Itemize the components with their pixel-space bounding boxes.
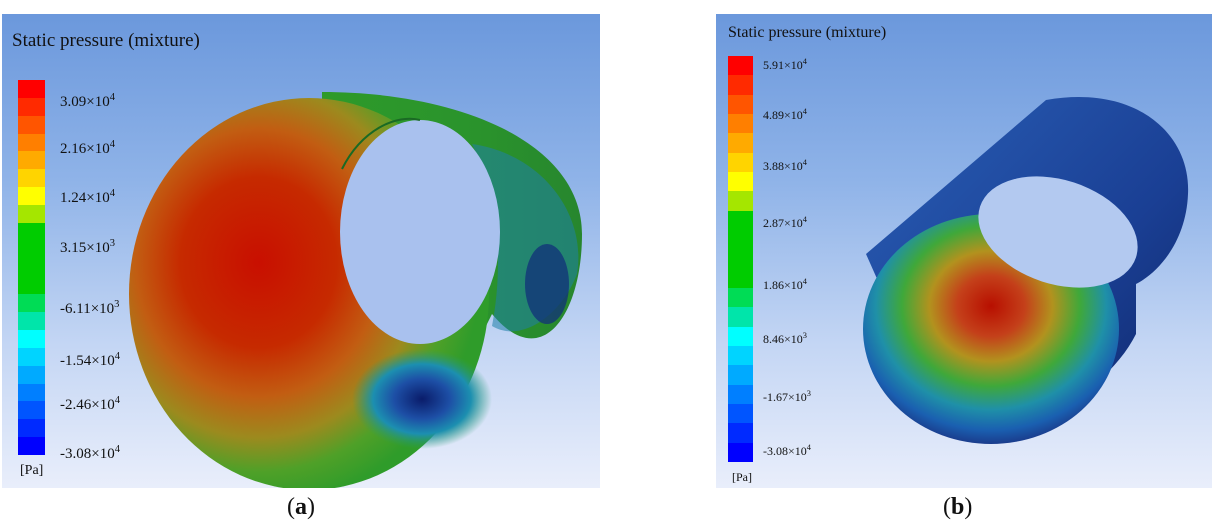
legend-color-band (18, 294, 45, 313)
cylinder-contour-render (863, 96, 1189, 444)
legend-tick-label: 1.24×104 (60, 188, 115, 206)
legend-color-band (728, 384, 753, 404)
caption-a: (a) (287, 494, 315, 520)
legend-color-band (18, 258, 45, 277)
legend-color-band (728, 403, 753, 424)
panel-title: Static pressure (mixture) (12, 30, 200, 51)
legend-color-band (18, 205, 45, 223)
legend-color-band (728, 94, 753, 114)
legend-tick-label: 3.09×104 (60, 92, 115, 110)
contour-panel-a: Static pressure (mixture) 3.09×104 2.16×… (2, 14, 600, 488)
legend-color-band (728, 210, 753, 230)
legend-color-band (18, 419, 45, 438)
legend-color-band (728, 152, 753, 172)
legend-color-band (728, 133, 753, 153)
legend-color-band (18, 383, 45, 402)
legend-tick-label: -3.08×104 (60, 444, 120, 462)
legend-color-band (728, 75, 753, 95)
color-legend-bar (728, 56, 753, 462)
legend-color-band (728, 56, 753, 76)
legend-tick-label: 8.46×103 (763, 331, 807, 346)
contour-panel-b: Static pressure (mixture) 5.91×104 4.89×… (716, 14, 1212, 488)
legend-tick-label: -2.46×104 (60, 395, 120, 413)
legend-color-band (18, 240, 45, 259)
legend-tick-label: 3.88×104 (763, 158, 807, 173)
legend-color-band (18, 437, 45, 456)
legend-tick-label: 4.89×104 (763, 107, 807, 122)
legend-tick-label: 2.16×104 (60, 139, 115, 157)
legend-color-band (18, 133, 45, 152)
legend-tick-label: -1.54×104 (60, 351, 120, 369)
legend-color-band (18, 330, 45, 348)
legend-tick-label: 3.15×103 (60, 238, 115, 256)
legend-color-band (18, 312, 45, 331)
legend-color-band (728, 442, 753, 462)
legend-color-band (728, 113, 753, 134)
legend-color-band (728, 326, 753, 346)
legend-color-band (728, 287, 753, 308)
legend-color-band (18, 365, 45, 384)
legend-color-band (728, 171, 753, 192)
legend-color-band (728, 365, 753, 385)
legend-tick-label: 5.91×104 (763, 57, 807, 72)
legend-tick-label: 2.87×104 (763, 215, 807, 230)
cylinder-contour-render (129, 92, 582, 488)
legend-color-band (18, 347, 45, 366)
legend-color-band (18, 151, 45, 170)
color-legend-bar (18, 80, 45, 456)
legend-color-band (728, 249, 753, 269)
legend-color-band (728, 268, 753, 288)
legend-color-band (728, 191, 753, 211)
legend-color-band (18, 80, 45, 98)
legend-tick-label: 1.86×104 (763, 277, 807, 292)
legend-tick-label: -6.11×103 (60, 299, 120, 317)
legend-tick-label: -1.67×103 (763, 389, 811, 404)
legend-color-band (728, 229, 753, 250)
caption-b: (b) (943, 494, 973, 520)
legend-color-band (18, 401, 45, 420)
legend-tick-label: -3.08×104 (763, 443, 811, 458)
legend-color-band (18, 169, 45, 188)
legend-color-band (18, 222, 45, 241)
unit-label: [Pa] (732, 470, 752, 484)
legend-color-band (18, 115, 45, 134)
legend-color-band (728, 423, 753, 443)
unit-label: [Pa] (20, 463, 44, 478)
legend-color-band (728, 307, 753, 327)
panel-title: Static pressure (mixture) (728, 24, 887, 41)
legend-color-band (728, 345, 753, 366)
legend-color-band (18, 276, 45, 295)
legend-color-band (18, 97, 45, 116)
legend-color-band (18, 187, 45, 206)
